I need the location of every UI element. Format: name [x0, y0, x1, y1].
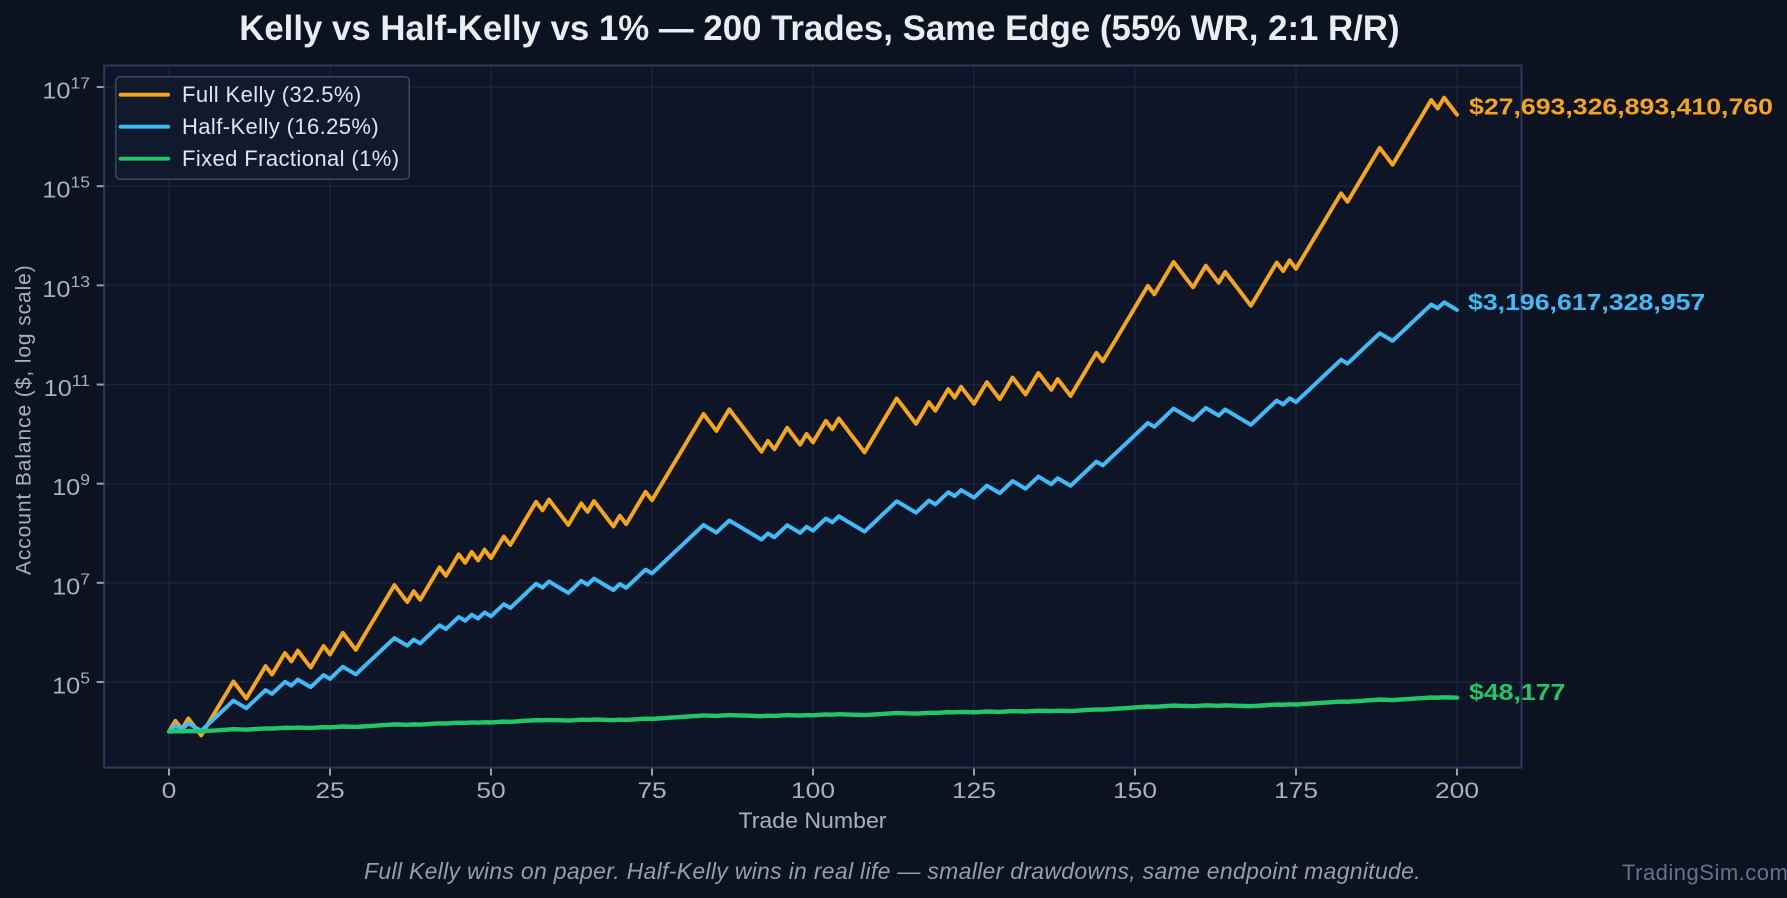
- svg-text:75: 75: [637, 779, 666, 803]
- svg-text:Full Kelly wins on paper. Half: Full Kelly wins on paper. Half-Kelly win…: [364, 858, 1421, 884]
- svg-text:100: 100: [791, 779, 835, 803]
- svg-text:Full Kelly (32.5%): Full Kelly (32.5%): [182, 82, 362, 107]
- svg-text:$27,693,326,893,410,760: $27,693,326,893,410,760: [1469, 94, 1773, 120]
- svg-text:109: 109: [52, 471, 90, 501]
- svg-text:Kelly vs Half-Kelly vs 1% — 20: Kelly vs Half-Kelly vs 1% — 200 Trades, …: [239, 9, 1399, 48]
- svg-text:0: 0: [162, 779, 177, 803]
- svg-text:Half-Kelly (16.25%): Half-Kelly (16.25%): [182, 114, 379, 139]
- svg-text:1015: 1015: [42, 173, 90, 203]
- svg-text:50: 50: [476, 779, 505, 803]
- svg-text:TradingSim.com: TradingSim.com: [1622, 860, 1787, 885]
- svg-text:150: 150: [1113, 779, 1157, 803]
- svg-text:Fixed Fractional (1%): Fixed Fractional (1%): [182, 146, 399, 171]
- svg-text:25: 25: [315, 779, 344, 803]
- svg-text:$48,177: $48,177: [1469, 680, 1565, 706]
- svg-text:Account Balance ($, log scale): Account Balance ($, log scale): [13, 264, 36, 575]
- svg-text:175: 175: [1274, 779, 1318, 803]
- svg-text:$3,196,617,328,957: $3,196,617,328,957: [1468, 290, 1705, 316]
- svg-text:200: 200: [1435, 779, 1479, 803]
- svg-text:125: 125: [952, 779, 996, 803]
- svg-text:Trade Number: Trade Number: [738, 808, 887, 832]
